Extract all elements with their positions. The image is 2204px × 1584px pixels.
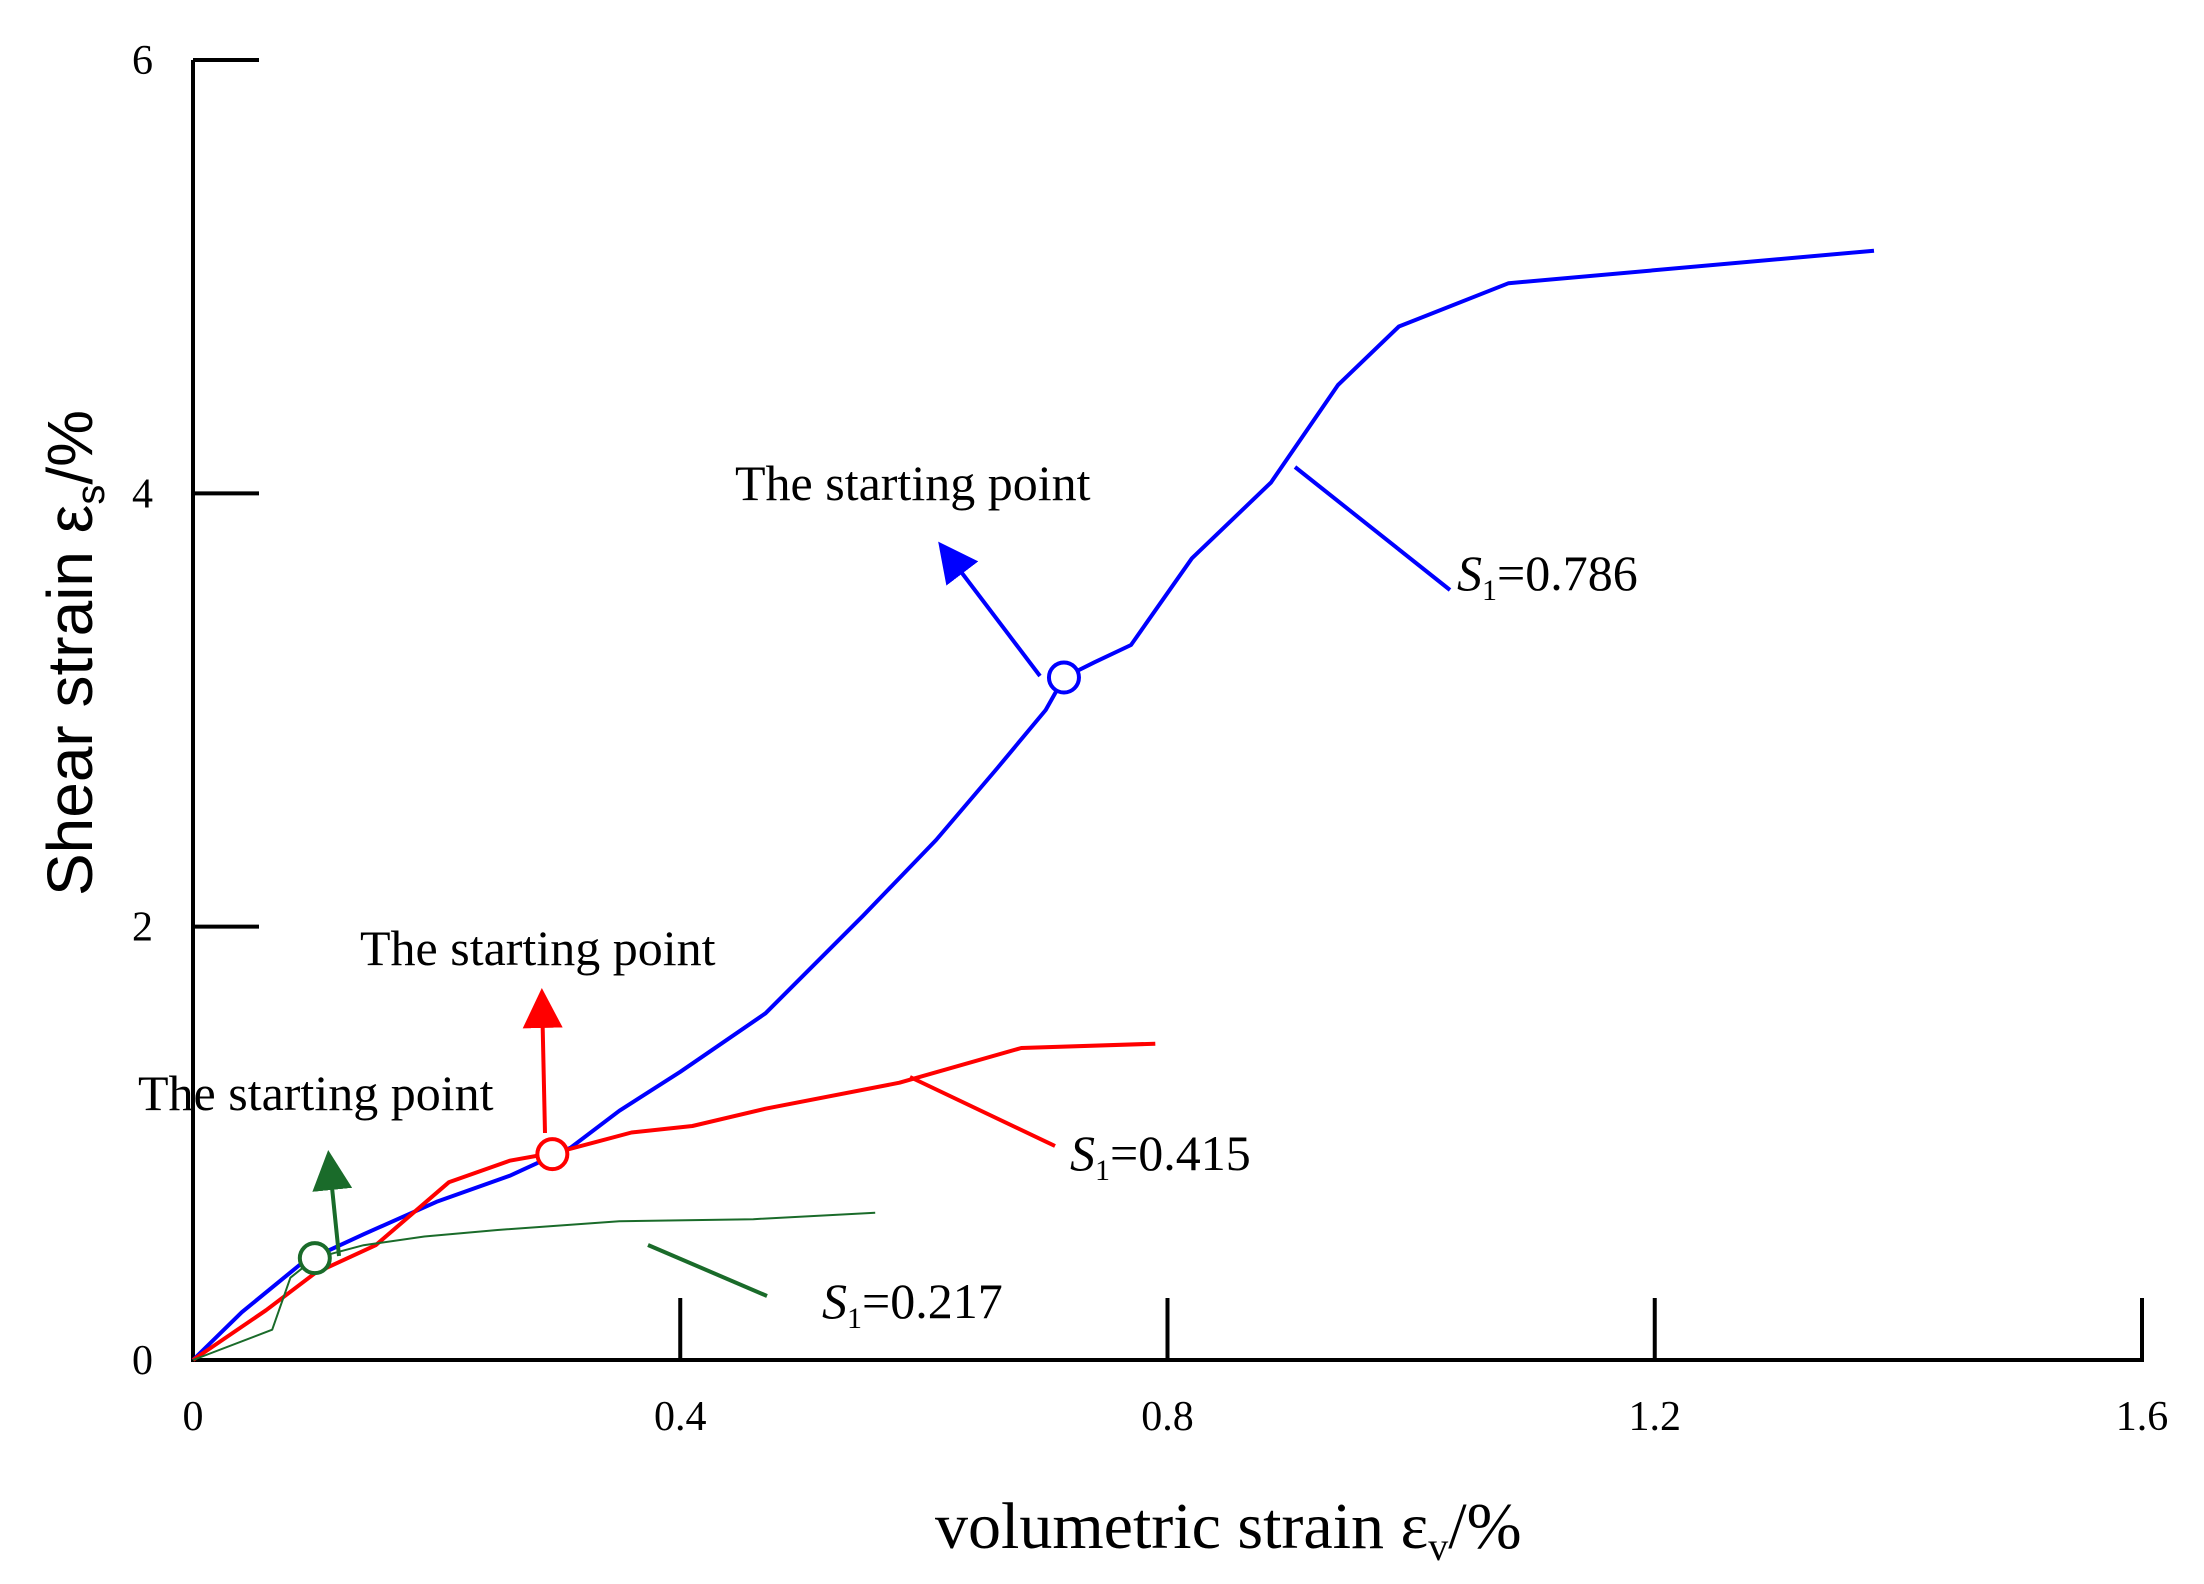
leader-lines bbox=[647, 465, 1452, 1298]
series-label-sub: 1 bbox=[1482, 574, 1497, 607]
y-tick-label: 6 bbox=[132, 38, 153, 84]
leader-line-s1-0786 bbox=[1293, 465, 1452, 592]
y-axis-title-sub: s bbox=[69, 485, 113, 505]
y-tick-label: 2 bbox=[132, 905, 153, 951]
starting-point-label-blue: The starting point bbox=[735, 455, 1091, 511]
x-tick-label: 0 bbox=[183, 1394, 204, 1440]
x-tick-label: 1.2 bbox=[1629, 1394, 1682, 1440]
x-ticks bbox=[678, 1298, 2144, 1360]
x-axis-title-sub: v bbox=[1428, 1524, 1448, 1569]
series-label-value: =0.786 bbox=[1497, 545, 1638, 601]
arrow-blue-start bbox=[938, 541, 1042, 678]
leader-line-s1-0217 bbox=[647, 1243, 768, 1298]
x-tick-label: 0.4 bbox=[654, 1394, 707, 1440]
y-tick-labels: 0 2 4 6 bbox=[132, 38, 153, 1384]
starting-point-markers bbox=[297, 660, 1081, 1276]
arrow-green-start bbox=[312, 1150, 353, 1257]
y-ticks bbox=[193, 58, 259, 1362]
x-tick-labels: 0 0.4 0.8 1.2 1.6 bbox=[183, 1394, 2169, 1440]
series-line-s1-0-217 bbox=[192, 1211, 876, 1361]
series-label-symbol: S bbox=[1070, 1125, 1095, 1181]
leader-line-s1-0415 bbox=[909, 1075, 1056, 1148]
x-tick-label: 0.8 bbox=[1141, 1394, 1194, 1440]
x-tick-label: 1.6 bbox=[2116, 1394, 2169, 1440]
series-label-s1-0217: S1=0.217 bbox=[822, 1273, 1003, 1335]
y-axis-title-main: Shear strain ε bbox=[34, 505, 106, 896]
starting-point-label-green: The starting point bbox=[138, 1065, 494, 1121]
x-axis-title-main: volumetric strain ε bbox=[935, 1490, 1428, 1563]
series-label-value: =0.415 bbox=[1110, 1125, 1251, 1181]
y-axis-title: Shear strain εs/% bbox=[34, 410, 113, 896]
arrow-red-start bbox=[522, 988, 563, 1134]
starting-point-marker bbox=[1046, 660, 1081, 695]
starting-point-marker bbox=[535, 1137, 570, 1172]
series-label-symbol: S bbox=[1457, 545, 1482, 601]
y-tick-label: 0 bbox=[132, 1338, 153, 1384]
series-label-s1-0786: S1=0.786 bbox=[1457, 545, 1638, 607]
series-label-value: =0.217 bbox=[862, 1273, 1003, 1329]
y-axis-title-unit: /% bbox=[34, 410, 106, 485]
series-label-s1-0415: S1=0.415 bbox=[1070, 1125, 1251, 1187]
x-axis-title-unit: /% bbox=[1448, 1490, 1521, 1563]
series-label-symbol: S bbox=[822, 1273, 847, 1329]
series-label-sub: 1 bbox=[847, 1302, 862, 1335]
starting-point-marker bbox=[297, 1241, 332, 1276]
starting-point-arrows bbox=[312, 541, 1042, 1257]
x-axis-title: volumetric strain εv/% bbox=[935, 1490, 1522, 1569]
series-label-sub: 1 bbox=[1095, 1154, 1110, 1187]
starting-point-label-red: The starting point bbox=[360, 920, 716, 976]
y-tick-label: 4 bbox=[132, 471, 153, 517]
